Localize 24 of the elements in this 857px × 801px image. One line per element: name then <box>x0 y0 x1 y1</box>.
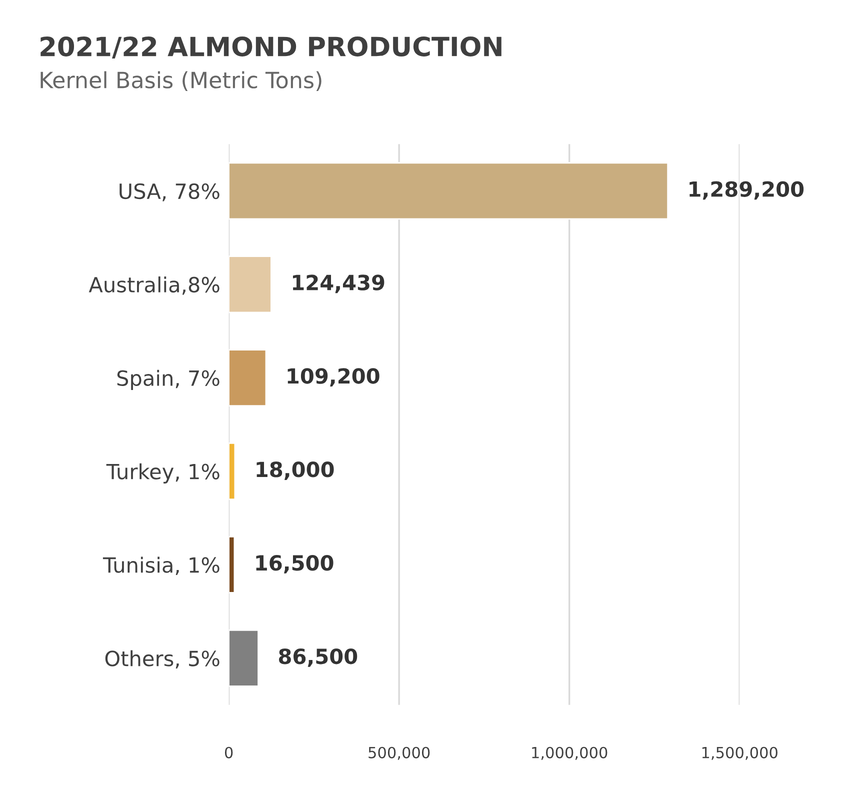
bar <box>228 536 236 594</box>
y-tick-label: Australia,8% <box>88 276 220 295</box>
x-tick-label: 0 <box>224 746 233 758</box>
bar <box>228 349 267 407</box>
y-tick-label: Others, 5% <box>105 650 220 668</box>
y-tick-label: Tunisia, 1% <box>102 556 220 576</box>
bar <box>228 162 669 220</box>
x-tick-label: 1,500,000 <box>702 746 778 760</box>
chart-title: 2021/22 ALMOND PRODUCTION <box>40 36 502 59</box>
bar <box>228 256 272 314</box>
data-label: 86,500 <box>278 648 358 667</box>
data-label: 1,289,200 <box>690 181 804 200</box>
y-tick-label: Spain, 7% <box>117 370 220 390</box>
data-label: 124,439 <box>292 274 384 294</box>
data-label: 109,200 <box>288 368 380 387</box>
y-tick-label: USA, 78% <box>120 183 220 202</box>
x-tick-label: 1,000,000 <box>532 746 608 760</box>
bar <box>228 442 236 500</box>
data-label: 16,500 <box>256 554 334 574</box>
chart-subtitle: Kernel Basis (Metric Tons) <box>40 71 322 92</box>
data-label: 18,000 <box>256 462 334 480</box>
bar <box>228 629 259 687</box>
x-tick-label: 500,000 <box>368 746 430 760</box>
y-tick-label: Turkey, 1% <box>106 463 220 484</box>
